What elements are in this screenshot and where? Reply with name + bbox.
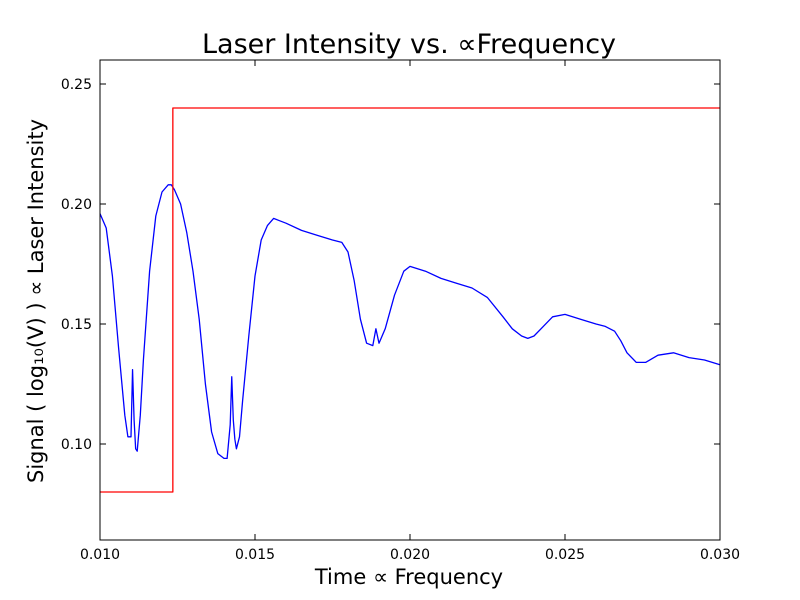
x-tick-label: 0.025 [545,547,585,563]
chart-title: Laser Intensity vs. ∝Frequency [202,29,616,60]
y-tick-label: 0.10 [61,437,92,453]
x-tick-label: 0.020 [390,547,430,563]
x-tick-label: 0.010 [80,547,120,563]
x-tick-label: 0.030 [700,547,740,563]
y-tick-label: 0.20 [61,197,92,213]
y-tick-label: 0.15 [61,317,92,333]
series-line-1 [99,184,721,460]
x-tick-label: 0.015 [235,547,275,563]
plot-frame [99,59,721,541]
y-axis-label: Signal ( log₁₀(V) ) ∝ Laser Intensity [24,119,48,483]
y-tick-label: 0.25 [61,77,92,93]
tick-layer: 0.010 0.015 0.020 0.025 0.030 0.10 0.15 0.20 0.2… [61,60,740,563]
series-line-2 [100,107,720,493]
series-layer [99,107,721,493]
x-axis-label: Time ∝ Frequency [314,565,503,589]
